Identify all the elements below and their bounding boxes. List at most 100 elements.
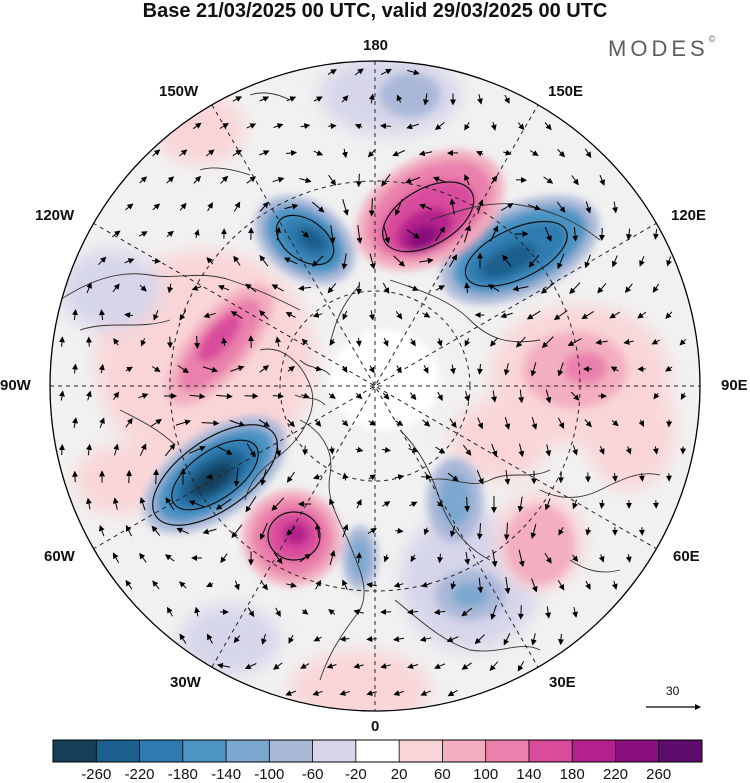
wind-vector <box>99 524 105 537</box>
colorbar-tick-label: 60 <box>434 766 451 783</box>
wind-vector <box>272 176 285 183</box>
wind-vector <box>246 443 256 458</box>
wind-vector <box>112 497 119 510</box>
wind-vector <box>569 282 581 295</box>
wind-vector <box>435 226 445 242</box>
wind-vector <box>188 500 205 508</box>
wind-vector <box>464 174 470 186</box>
wind-vector <box>152 257 161 264</box>
wind-vector <box>367 527 377 535</box>
wind-vector <box>313 96 323 102</box>
wind-vector <box>446 636 459 643</box>
colorbar-tick-label: 20 <box>390 766 408 783</box>
wind-vector <box>540 282 555 294</box>
colorbar-tick-label: -100 <box>254 766 285 783</box>
wind-vector <box>381 173 391 187</box>
wind-vector <box>572 606 578 618</box>
wind-vector <box>179 149 188 157</box>
wind-vector <box>273 552 283 565</box>
wind-vector <box>125 417 133 428</box>
wind-vector <box>598 227 605 241</box>
wind-vector <box>179 202 187 211</box>
colorbar-tick-label: -220 <box>124 766 155 783</box>
colorbar-swatch <box>442 740 486 762</box>
wind-vector <box>598 554 605 563</box>
wind-vector <box>530 362 537 377</box>
wind-vector <box>545 444 552 457</box>
wind-vector <box>175 419 192 426</box>
wind-vector <box>216 393 233 400</box>
wind-vector <box>395 311 403 320</box>
wind-vector <box>312 690 323 696</box>
anomaly-cell-positive <box>242 490 342 586</box>
wind-vector <box>527 204 541 211</box>
wind-vector <box>584 148 592 159</box>
wind-vector <box>368 310 375 321</box>
wind-vector <box>421 581 431 588</box>
colorbar <box>52 739 703 763</box>
wind-vector <box>609 311 621 319</box>
wind-vector <box>410 554 417 563</box>
modes-logo: MODES© <box>608 34 715 62</box>
chart-title: Base 21/03/2025 00 UTC, valid 29/03/2025… <box>142 0 608 22</box>
wind-vector <box>202 528 217 535</box>
wind-vector <box>504 416 511 430</box>
wind-vector <box>450 581 457 590</box>
wind-vector <box>233 255 241 266</box>
wind-vector <box>449 418 457 429</box>
wind-vector <box>271 497 285 511</box>
wind-vector <box>341 148 348 159</box>
wind-vector <box>585 580 591 590</box>
wind-vector <box>355 446 364 453</box>
wind-vector <box>327 283 337 294</box>
wind-vector <box>313 150 324 156</box>
wind-vector <box>355 392 363 400</box>
wind-vector <box>625 554 632 563</box>
wind-vector <box>422 364 429 374</box>
wind-vector <box>543 176 554 184</box>
wind-vector <box>407 285 419 291</box>
wind-vector <box>528 254 540 268</box>
colorbar-swatch <box>312 740 357 762</box>
wind-vector <box>151 525 161 536</box>
wind-vector <box>86 282 92 294</box>
map-boundary <box>49 60 701 712</box>
wind-vector <box>382 282 390 294</box>
wind-vector <box>394 199 403 216</box>
colorbar-swatch <box>269 740 313 762</box>
wind-vector <box>517 605 524 620</box>
wind-vector <box>125 203 134 211</box>
wind-vector <box>611 580 618 590</box>
wind-vector <box>220 175 229 184</box>
wind-vector <box>86 336 93 347</box>
wind-vector <box>449 364 456 375</box>
wind-vector <box>435 285 445 291</box>
wind-vector <box>139 284 147 292</box>
wind-vector <box>71 363 78 374</box>
wind-vector <box>139 552 147 563</box>
wind-vector <box>151 366 161 373</box>
wind-vector <box>192 122 202 130</box>
wind-vector <box>653 392 660 400</box>
wind-vector <box>518 443 525 458</box>
wind-vector <box>247 607 255 618</box>
wind-vector <box>477 94 483 105</box>
longitude-label-150e: 150E <box>548 83 584 100</box>
wind-vector <box>490 604 497 620</box>
wind-vector <box>152 580 160 590</box>
longitude-label-0: 0 <box>371 718 380 735</box>
wind-vector <box>491 549 498 568</box>
wind-vector <box>353 663 364 669</box>
wind-vector <box>393 690 404 696</box>
wind-vector <box>246 176 257 184</box>
wind-vector <box>311 255 324 267</box>
wind-vector <box>193 175 201 184</box>
wind-vector <box>623 338 634 345</box>
wind-vector <box>531 578 538 593</box>
wind-vector <box>556 201 566 213</box>
wind-vector <box>394 474 405 481</box>
wind-vector <box>259 255 269 267</box>
wind-vector <box>504 576 511 595</box>
wind-vector <box>461 607 473 617</box>
wind-vector <box>477 417 484 430</box>
